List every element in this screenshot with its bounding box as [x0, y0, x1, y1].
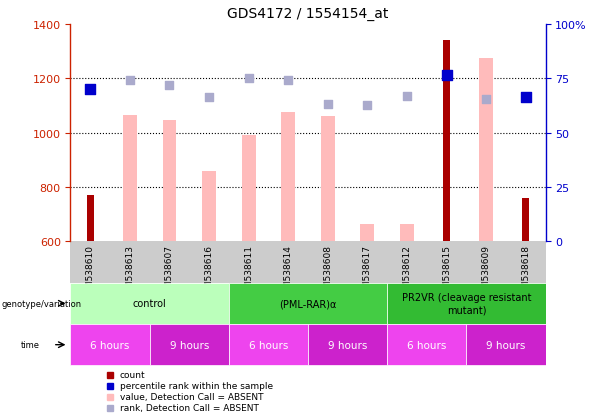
Bar [150, 324, 229, 366]
Bar [387, 324, 466, 366]
Bar [443, 41, 450, 242]
Text: percentile rank within the sample: percentile rank within the sample [120, 382, 273, 390]
Point [402, 93, 412, 100]
Bar [522, 198, 530, 242]
Title: GDS4172 / 1554154_at: GDS4172 / 1554154_at [227, 7, 389, 21]
Bar [242, 136, 256, 242]
Text: rank, Detection Call = ABSENT: rank, Detection Call = ABSENT [120, 403, 259, 412]
Text: 9 hours: 9 hours [486, 340, 526, 350]
Point [442, 73, 452, 80]
Bar [281, 113, 295, 242]
Text: time: time [21, 340, 40, 349]
Point [283, 77, 293, 84]
Point [204, 95, 214, 101]
Text: count: count [120, 370, 146, 380]
Bar [202, 171, 216, 242]
Point [125, 77, 135, 84]
Bar [162, 121, 177, 242]
Text: 6 hours: 6 hours [407, 340, 446, 350]
Bar [229, 324, 308, 366]
Bar [466, 324, 546, 366]
Point [244, 76, 254, 82]
Text: genotype/variation: genotype/variation [1, 299, 82, 308]
Text: 9 hours: 9 hours [328, 340, 367, 350]
Bar [86, 195, 94, 242]
Point [164, 83, 174, 89]
Bar [70, 283, 229, 324]
Text: 6 hours: 6 hours [249, 340, 288, 350]
Bar [308, 324, 387, 366]
Point [481, 96, 491, 102]
Text: (PML-RAR)α: (PML-RAR)α [280, 299, 337, 309]
Bar [479, 59, 493, 242]
Text: control: control [133, 299, 167, 309]
Point [362, 103, 372, 109]
Text: 6 hours: 6 hours [90, 340, 130, 350]
Text: value, Detection Call = ABSENT: value, Detection Call = ABSENT [120, 392, 264, 401]
Bar [387, 283, 546, 324]
Bar [360, 224, 375, 242]
Text: PR2VR (cleavage resistant
mutant): PR2VR (cleavage resistant mutant) [402, 293, 531, 314]
Bar [229, 283, 387, 324]
Point [85, 87, 95, 93]
Text: 9 hours: 9 hours [170, 340, 209, 350]
Bar [123, 116, 137, 242]
Point [323, 102, 333, 108]
Bar [70, 324, 150, 366]
Bar [400, 224, 414, 242]
Point [521, 95, 531, 101]
Bar [321, 117, 335, 242]
